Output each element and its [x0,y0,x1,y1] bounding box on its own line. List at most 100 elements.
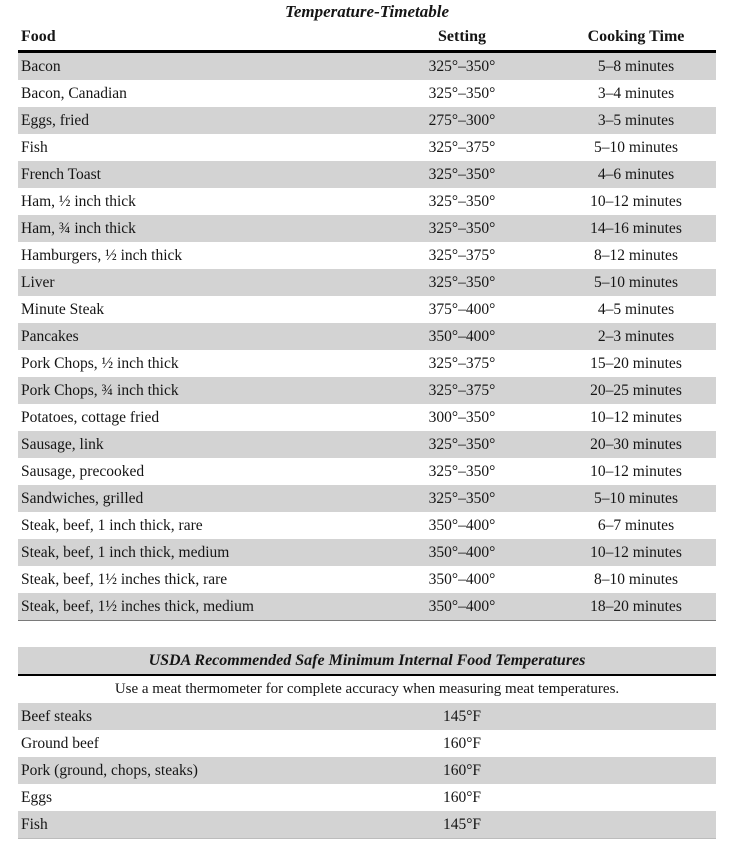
cell-setting: 375°–400° [428,301,496,318]
usda-note: Use a meat thermometer for complete accu… [114,681,620,697]
cell-setting: 325°–350° [428,220,496,237]
cell-food: Pork Chops, ½ inch thick [21,355,179,372]
cell-time: 2–3 minutes [597,328,675,345]
usda-title-bar: USDA Recommended Safe Minimum Internal F… [18,647,716,676]
cell-food: Liver [21,274,55,291]
cell-temp: 145°F [442,708,482,725]
cell-time: 3–4 minutes [597,85,675,102]
cell-time: 15–20 minutes [590,355,682,372]
table-row: Fish 145°F [18,811,716,838]
cell-setting: 325°–350° [428,166,496,183]
cell-setting: 350°–400° [428,328,496,345]
table-row: Ham, ½ inch thick 325°–350° 10–12 minutes [18,188,716,215]
cell-food: Minute Steak [21,301,105,318]
cell-setting: 325°–350° [428,85,496,102]
cell-time: 5–10 minutes [594,490,678,507]
cell-food: Eggs, fried [21,112,90,129]
cell-setting: 325°–350° [428,274,496,291]
cell-setting: 350°–400° [428,571,496,588]
cell-food: Steak, beef, 1 inch thick, medium [21,544,230,561]
cell-time: 20–30 minutes [590,436,682,453]
table-row: Bacon, Canadian 325°–350° 3–4 minutes [18,80,716,107]
cell-setting: 325°–350° [428,58,496,75]
cell-food: Ground beef [21,735,99,752]
cell-time: 3–5 minutes [597,112,675,129]
cell-food: Steak, beef, 1½ inches thick, medium [21,598,254,615]
cell-setting: 325°–375° [428,247,496,264]
cell-time: 14–16 minutes [590,220,682,237]
cell-setting: 325°–350° [428,490,496,507]
table-row: Eggs, fried 275°–300° 3–5 minutes [18,107,716,134]
table-row: Eggs 160°F [18,784,716,811]
cell-setting: 325°–375° [428,139,496,156]
cell-time: 4–6 minutes [597,166,675,183]
cell-food: Beef steaks [21,708,93,725]
cell-time: 5–8 minutes [597,58,675,75]
cell-time: 4–5 minutes [597,301,675,318]
cell-time: 10–12 minutes [590,544,682,561]
timetable-title: Temperature-Timetable [285,2,449,21]
table-row: Ground beef 160°F [18,730,716,757]
table-row: Liver 325°–350° 5–10 minutes [18,269,716,296]
cell-spacer [556,784,716,811]
cell-food: Ham, ½ inch thick [21,193,136,210]
cell-food: Bacon, Canadian [21,85,127,102]
column-header-cooking-time: Cooking Time [587,28,685,45]
cell-food: Pork Chops, ¾ inch thick [21,382,179,399]
cell-food: Ham, ¾ inch thick [21,220,136,237]
table-row: Steak, beef, 1½ inches thick, medium 350°… [18,593,716,620]
table-row: Steak, beef, 1 inch thick, rare 350°–400°… [18,512,716,539]
column-header-setting: Setting [438,28,486,45]
usda-title: USDA Recommended Safe Minimum Internal F… [148,652,586,669]
usda-table: USDA Recommended Safe Minimum Internal F… [18,647,716,839]
cell-food: Hamburgers, ½ inch thick [21,247,183,264]
cell-food: Steak, beef, 1½ inches thick, rare [21,571,228,588]
cell-food: Steak, beef, 1 inch thick, rare [21,517,203,534]
column-header-food: Food [21,28,56,45]
table-row: Minute Steak 375°–400° 4–5 minutes [18,296,716,323]
table-row: Pancakes 350°–400° 2–3 minutes [18,323,716,350]
cell-time: 10–12 minutes [590,193,682,210]
cell-food: Pancakes [21,328,79,345]
timetable-body: Bacon 325°–350° 5–8 minutes Bacon, Canadian… [18,53,716,621]
cell-time: 5–10 minutes [594,139,678,156]
temperature-timetable: Temperature-Timetable Food Setting Cooki… [18,2,716,621]
cell-setting: 350°–400° [428,517,496,534]
table-row: Bacon 325°–350° 5–8 minutes [18,53,716,80]
cell-food: Sausage, link [21,436,104,453]
table-row: Fish 325°–375° 5–10 minutes [18,134,716,161]
cell-setting: 350°–400° [428,544,496,561]
table-row: Sausage, link 325°–350° 20–30 minutes [18,431,716,458]
cell-temp: 145°F [442,816,482,833]
usda-body: Beef steaks 145°F Ground beef 160°F Pork (gr… [18,703,716,839]
table-row: Hamburgers, ½ inch thick 325°–375° 8–12 mi… [18,242,716,269]
cell-time: 8–10 minutes [594,571,678,588]
cell-time: 5–10 minutes [594,274,678,291]
cell-setting: 325°–350° [428,193,496,210]
cell-food: Sausage, precooked [21,463,145,480]
cell-setting: 275°–300° [428,112,496,129]
cell-spacer [556,811,716,838]
cell-time: 10–12 minutes [590,463,682,480]
table-row: Pork (ground, chops, steaks) 160°F [18,757,716,784]
table-row: Sandwiches, grilled 325°–350° 5–10 minutes [18,485,716,512]
cell-food: Bacon [21,58,61,75]
table-row: Steak, beef, 1 inch thick, medium 350°–40… [18,539,716,566]
cell-spacer [556,703,716,730]
cell-setting: 325°–350° [428,436,496,453]
cell-time: 18–20 minutes [590,598,682,615]
cell-food: Eggs [21,789,52,806]
cell-temp: 160°F [442,789,482,806]
cell-food: Fish [21,816,48,833]
table-row: Potatoes, cottage fried 300°–350° 10–12 mi… [18,404,716,431]
cell-spacer [556,730,716,757]
cell-time: 6–7 minutes [597,517,675,534]
cell-time: 8–12 minutes [594,247,678,264]
table-row: Ham, ¾ inch thick 325°–350° 14–16 minutes [18,215,716,242]
cell-time: 20–25 minutes [590,382,682,399]
cell-food: Fish [21,139,48,156]
cell-temp: 160°F [442,762,482,779]
cell-time: 10–12 minutes [590,409,682,426]
table-row: Beef steaks 145°F [18,703,716,730]
cell-setting: 325°–375° [428,382,496,399]
